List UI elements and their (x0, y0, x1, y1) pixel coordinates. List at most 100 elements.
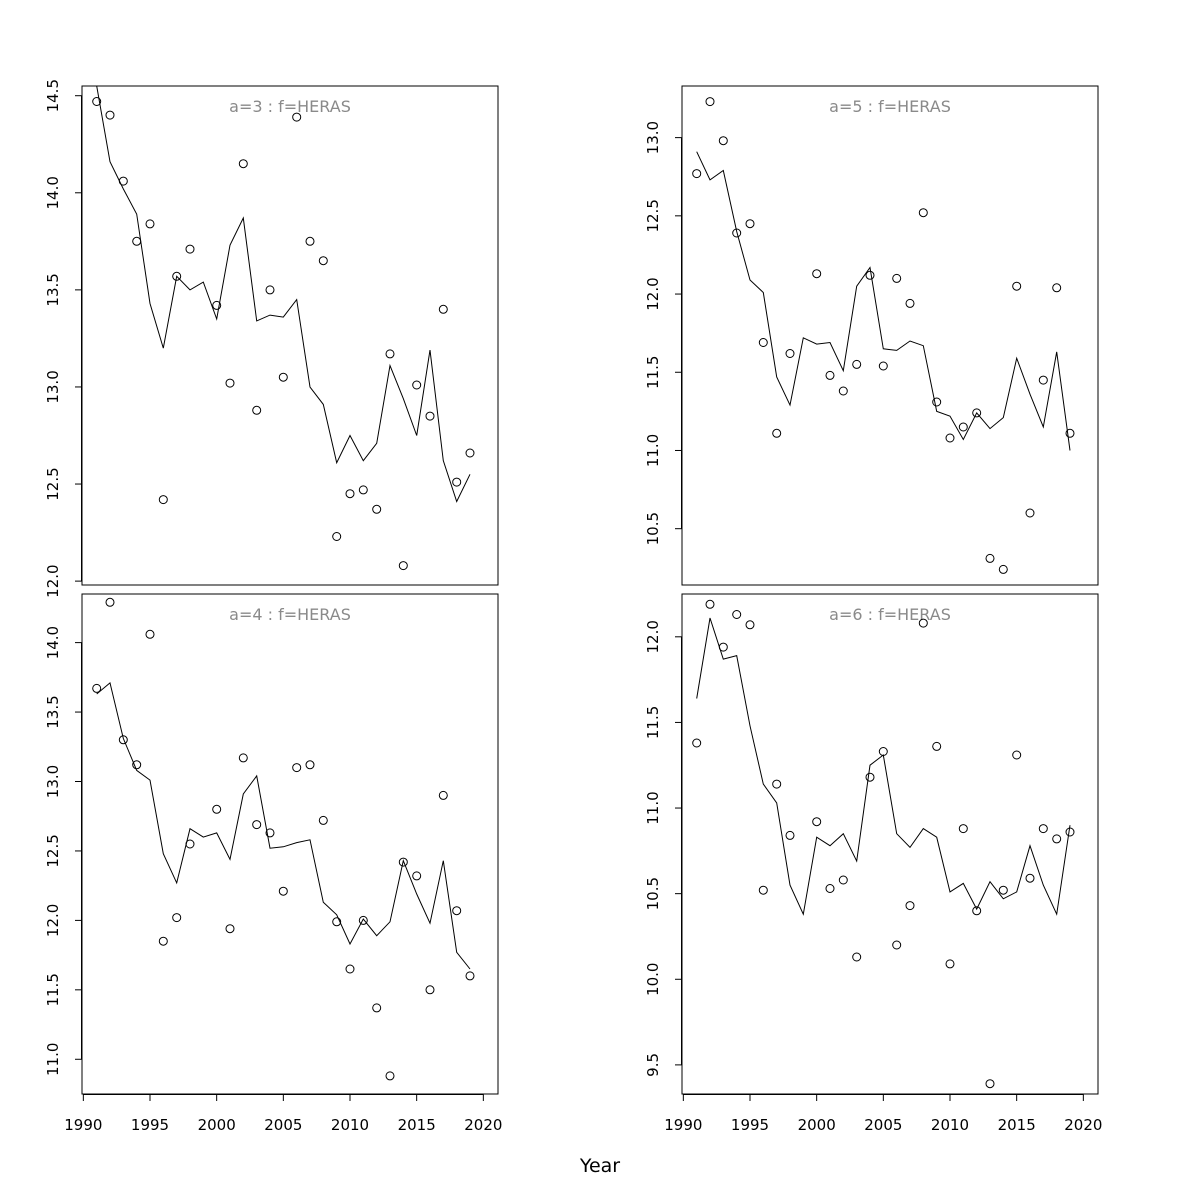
y-tick-label: 9.5 (644, 1053, 662, 1077)
x-tick-label: 2015 (398, 1116, 436, 1134)
data-point (332, 917, 342, 927)
plot-frame (681, 593, 1099, 1095)
y-tick-label: 10.5 (644, 877, 662, 910)
panel-4: a=6 : f=HERAS 9.5 10.0 10.5 11.0 11.5 12.0 1990… (644, 593, 1102, 1134)
data-point (972, 408, 982, 418)
data-point (305, 760, 315, 770)
x-tick-label: 1995 (131, 1116, 169, 1134)
x-tick-label: 2010 (331, 1116, 369, 1134)
data-point (972, 906, 982, 916)
data-point (238, 159, 248, 169)
panel-1: a=3 : f=HERAS 12.0 12.5 13.0 13.5 14.0 14.5 (44, 79, 499, 598)
data-point (372, 1003, 382, 1013)
data-point (932, 741, 942, 751)
fitted-line (96, 86, 471, 503)
data-point (812, 817, 822, 827)
data-point (865, 772, 875, 782)
y-tick-label: 14.5 (44, 79, 62, 112)
data-point (278, 372, 288, 382)
data-point (772, 779, 782, 789)
fitted-line (696, 617, 1071, 916)
data-point (905, 901, 915, 911)
data-point (452, 477, 462, 487)
y-tick-label: 11.0 (44, 1043, 62, 1076)
x-axis: 1990 1995 2000 2005 2010 2015 2020 (64, 1094, 502, 1134)
data-point (118, 735, 128, 745)
data-point (105, 597, 115, 607)
y-tick-label: 12.0 (44, 904, 62, 937)
data-point (892, 940, 902, 950)
fitted-line (696, 151, 1071, 451)
plot-frame (681, 85, 1099, 586)
panel-title: a=4 : f=HERAS (229, 605, 351, 624)
y-tick-label: 13.5 (44, 273, 62, 306)
x-tick-label: 2010 (931, 1116, 969, 1134)
data-point (1025, 873, 1035, 883)
y-axis: 9.5 10.0 10.5 11.0 11.5 12.0 (644, 620, 682, 1077)
data-point (465, 448, 475, 458)
data-point (412, 871, 422, 881)
data-point (212, 804, 222, 814)
data-point (185, 244, 195, 254)
data-point (145, 219, 155, 229)
x-tick-label: 2020 (464, 1116, 502, 1134)
data-area (692, 97, 1075, 574)
y-tick-label: 11.5 (44, 973, 62, 1006)
data-point (758, 338, 768, 347)
data-point (932, 397, 942, 407)
x-tick-label: 2015 (998, 1116, 1036, 1134)
data-point (692, 169, 702, 179)
data-point (158, 495, 168, 505)
data-point (918, 208, 928, 218)
y-tick-label: 12.0 (644, 620, 662, 653)
data-point (692, 738, 702, 748)
data-point (145, 629, 155, 639)
data-point (838, 386, 848, 396)
data-point (425, 985, 435, 995)
panel-title: a=3 : f=HERAS (229, 97, 351, 116)
x-tick-label: 2000 (198, 1116, 236, 1134)
data-point (385, 349, 395, 359)
y-tick-label: 13.5 (44, 695, 62, 728)
data-area (92, 597, 475, 1081)
data-point (225, 378, 235, 388)
data-point (918, 618, 928, 628)
data-point (358, 485, 368, 495)
data-point (1052, 834, 1062, 844)
data-point (945, 433, 955, 443)
data-point (945, 959, 955, 969)
y-tick-label: 14.0 (44, 176, 62, 209)
y-tick-label: 11.0 (644, 434, 662, 467)
data-point (265, 828, 275, 838)
data-point (292, 112, 302, 122)
x-axis-label: Year (579, 1155, 621, 1177)
data-point (905, 298, 915, 308)
data-point (92, 97, 102, 106)
data-point (158, 936, 168, 946)
data-point (265, 285, 275, 295)
x-tick-label: 1990 (64, 1116, 102, 1134)
data-point (1052, 283, 1062, 293)
data-point (892, 273, 902, 283)
data-point (812, 269, 822, 279)
y-tick-label: 13.0 (44, 765, 62, 798)
y-axis: 10.5 11.0 11.5 12.0 12.5 13.0 (644, 121, 682, 545)
data-point (825, 370, 835, 380)
x-tick-label: 2020 (1064, 1116, 1102, 1134)
x-tick-label: 2005 (264, 1116, 302, 1134)
data-point (838, 875, 848, 885)
data-point (292, 763, 302, 773)
y-tick-label: 10.5 (644, 512, 662, 545)
y-tick-label: 10.0 (644, 963, 662, 996)
data-point (372, 504, 382, 514)
data-point (998, 885, 1008, 895)
data-point (958, 422, 968, 432)
data-point (1012, 281, 1022, 291)
data-point (1012, 750, 1022, 760)
data-point (1025, 508, 1035, 518)
x-tick-label: 2000 (798, 1116, 836, 1134)
data-point (252, 405, 262, 415)
data-point (358, 915, 368, 925)
data-point (985, 553, 995, 563)
data-point (172, 913, 182, 923)
